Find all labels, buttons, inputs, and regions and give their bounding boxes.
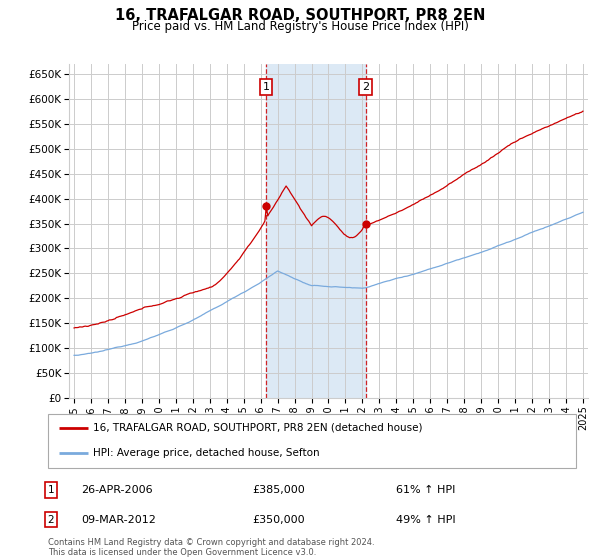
Text: Price paid vs. HM Land Registry's House Price Index (HPI): Price paid vs. HM Land Registry's House … (131, 20, 469, 32)
Text: 1: 1 (47, 485, 55, 495)
FancyBboxPatch shape (48, 414, 576, 468)
Text: Contains HM Land Registry data © Crown copyright and database right 2024.
This d: Contains HM Land Registry data © Crown c… (48, 538, 374, 557)
Text: 49% ↑ HPI: 49% ↑ HPI (396, 515, 455, 525)
Text: 2: 2 (362, 82, 369, 92)
Text: 26-APR-2006: 26-APR-2006 (81, 485, 152, 495)
Text: 1: 1 (263, 82, 269, 92)
Text: 16, TRAFALGAR ROAD, SOUTHPORT, PR8 2EN (detached house): 16, TRAFALGAR ROAD, SOUTHPORT, PR8 2EN (… (93, 423, 422, 433)
Text: 09-MAR-2012: 09-MAR-2012 (81, 515, 156, 525)
Bar (266, 64, 365, 398)
Text: 61% ↑ HPI: 61% ↑ HPI (396, 485, 455, 495)
Text: HPI: Average price, detached house, Sefton: HPI: Average price, detached house, Seft… (93, 447, 320, 458)
Text: £385,000: £385,000 (252, 485, 305, 495)
Text: 2: 2 (47, 515, 55, 525)
Text: £350,000: £350,000 (252, 515, 305, 525)
Text: 16, TRAFALGAR ROAD, SOUTHPORT, PR8 2EN: 16, TRAFALGAR ROAD, SOUTHPORT, PR8 2EN (115, 8, 485, 24)
